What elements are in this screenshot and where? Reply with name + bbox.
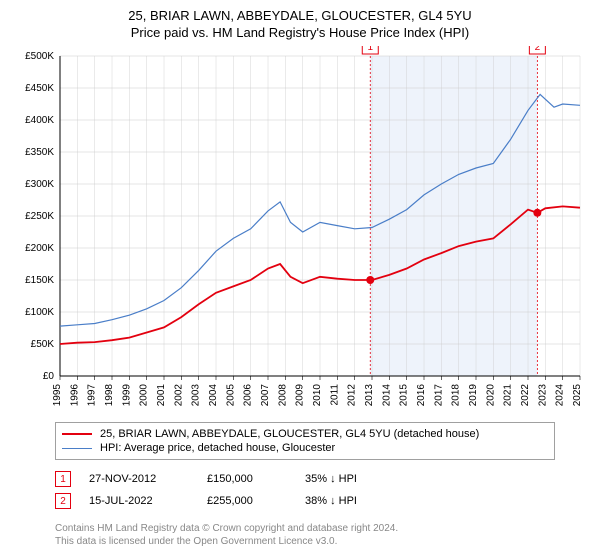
svg-text:2025: 2025: [572, 384, 583, 407]
svg-text:£150K: £150K: [25, 275, 54, 286]
footer-line: Contains HM Land Registry data © Crown c…: [55, 522, 590, 535]
svg-text:2016: 2016: [416, 384, 427, 407]
svg-text:2010: 2010: [312, 384, 323, 407]
svg-text:£400K: £400K: [25, 115, 54, 126]
sale-date: 15-JUL-2022: [89, 495, 189, 507]
svg-text:£450K: £450K: [25, 83, 54, 94]
sale-row: 1 27-NOV-2012 £150,000 35% ↓ HPI: [55, 468, 590, 490]
line-chart-svg: £0 £50K £100K £150K £200K £250K £300K £350K £400…: [10, 46, 590, 416]
legend-swatch-icon: [62, 433, 92, 435]
svg-text:2007: 2007: [260, 384, 271, 407]
svg-text:£350K: £350K: [25, 147, 54, 158]
sales-table: 1 27-NOV-2012 £150,000 35% ↓ HPI 2 15-JU…: [55, 468, 590, 512]
sale-delta: 38% ↓ HPI: [305, 495, 405, 507]
footer-attribution: Contains HM Land Registry data © Crown c…: [55, 522, 590, 548]
chart-area: £0 £50K £100K £150K £200K £250K £300K £350K £400…: [10, 46, 590, 416]
svg-text:1998: 1998: [104, 384, 115, 407]
svg-text:2024: 2024: [555, 384, 566, 407]
svg-text:2003: 2003: [191, 384, 202, 407]
sale-marker-number: 1: [60, 474, 66, 485]
legend-item: 25, BRIAR LAWN, ABBEYDALE, GLOUCESTER, G…: [62, 427, 548, 441]
sale-marker-badge: 2: [55, 493, 71, 509]
svg-text:2017: 2017: [433, 384, 444, 407]
svg-text:£300K: £300K: [25, 179, 54, 190]
svg-text:2009: 2009: [295, 384, 306, 407]
legend-swatch-icon: [62, 448, 92, 449]
svg-text:2015: 2015: [399, 384, 410, 407]
legend: 25, BRIAR LAWN, ABBEYDALE, GLOUCESTER, G…: [55, 422, 555, 460]
chart-subtitle: Price paid vs. HM Land Registry's House …: [10, 25, 590, 40]
svg-text:£0: £0: [43, 371, 55, 382]
svg-text:2008: 2008: [277, 384, 288, 407]
svg-text:2019: 2019: [468, 384, 479, 407]
svg-text:2012: 2012: [347, 384, 358, 407]
sale-price: £255,000: [207, 495, 287, 507]
svg-text:1997: 1997: [87, 384, 98, 407]
sale-row: 2 15-JUL-2022 £255,000 38% ↓ HPI: [55, 490, 590, 512]
svg-text:2014: 2014: [381, 384, 392, 407]
svg-text:2005: 2005: [225, 384, 236, 407]
svg-text:£50K: £50K: [31, 339, 55, 350]
svg-text:2021: 2021: [503, 384, 514, 407]
svg-text:1999: 1999: [121, 384, 132, 407]
svg-text:1995: 1995: [52, 384, 63, 407]
svg-text:2013: 2013: [364, 384, 375, 407]
chart-container: 25, BRIAR LAWN, ABBEYDALE, GLOUCESTER, G…: [0, 0, 600, 552]
svg-text:£250K: £250K: [25, 211, 54, 222]
svg-text:2: 2: [535, 46, 541, 53]
footer-line: This data is licensed under the Open Gov…: [55, 535, 590, 548]
legend-label: 25, BRIAR LAWN, ABBEYDALE, GLOUCESTER, G…: [100, 428, 479, 440]
svg-text:2018: 2018: [451, 384, 462, 407]
svg-text:£200K: £200K: [25, 243, 54, 254]
svg-text:2020: 2020: [485, 384, 496, 407]
svg-text:2000: 2000: [139, 384, 150, 407]
svg-text:2022: 2022: [520, 384, 531, 407]
svg-text:1: 1: [367, 46, 373, 53]
svg-text:2011: 2011: [329, 384, 340, 406]
svg-text:£500K: £500K: [25, 51, 54, 62]
svg-text:1996: 1996: [69, 384, 80, 407]
legend-item: HPI: Average price, detached house, Glou…: [62, 441, 548, 455]
svg-text:2004: 2004: [208, 384, 219, 407]
sale-price: £150,000: [207, 473, 287, 485]
svg-text:2002: 2002: [173, 384, 184, 407]
svg-text:2006: 2006: [243, 384, 254, 407]
chart-title: 25, BRIAR LAWN, ABBEYDALE, GLOUCESTER, G…: [10, 8, 590, 23]
sale-marker-number: 2: [60, 496, 66, 507]
svg-text:2023: 2023: [537, 384, 548, 407]
sale-marker-badge: 1: [55, 471, 71, 487]
legend-label: HPI: Average price, detached house, Glou…: [100, 442, 335, 454]
sale-delta: 35% ↓ HPI: [305, 473, 405, 485]
svg-text:£100K: £100K: [25, 307, 54, 318]
sale-date: 27-NOV-2012: [89, 473, 189, 485]
svg-text:2001: 2001: [156, 384, 167, 407]
